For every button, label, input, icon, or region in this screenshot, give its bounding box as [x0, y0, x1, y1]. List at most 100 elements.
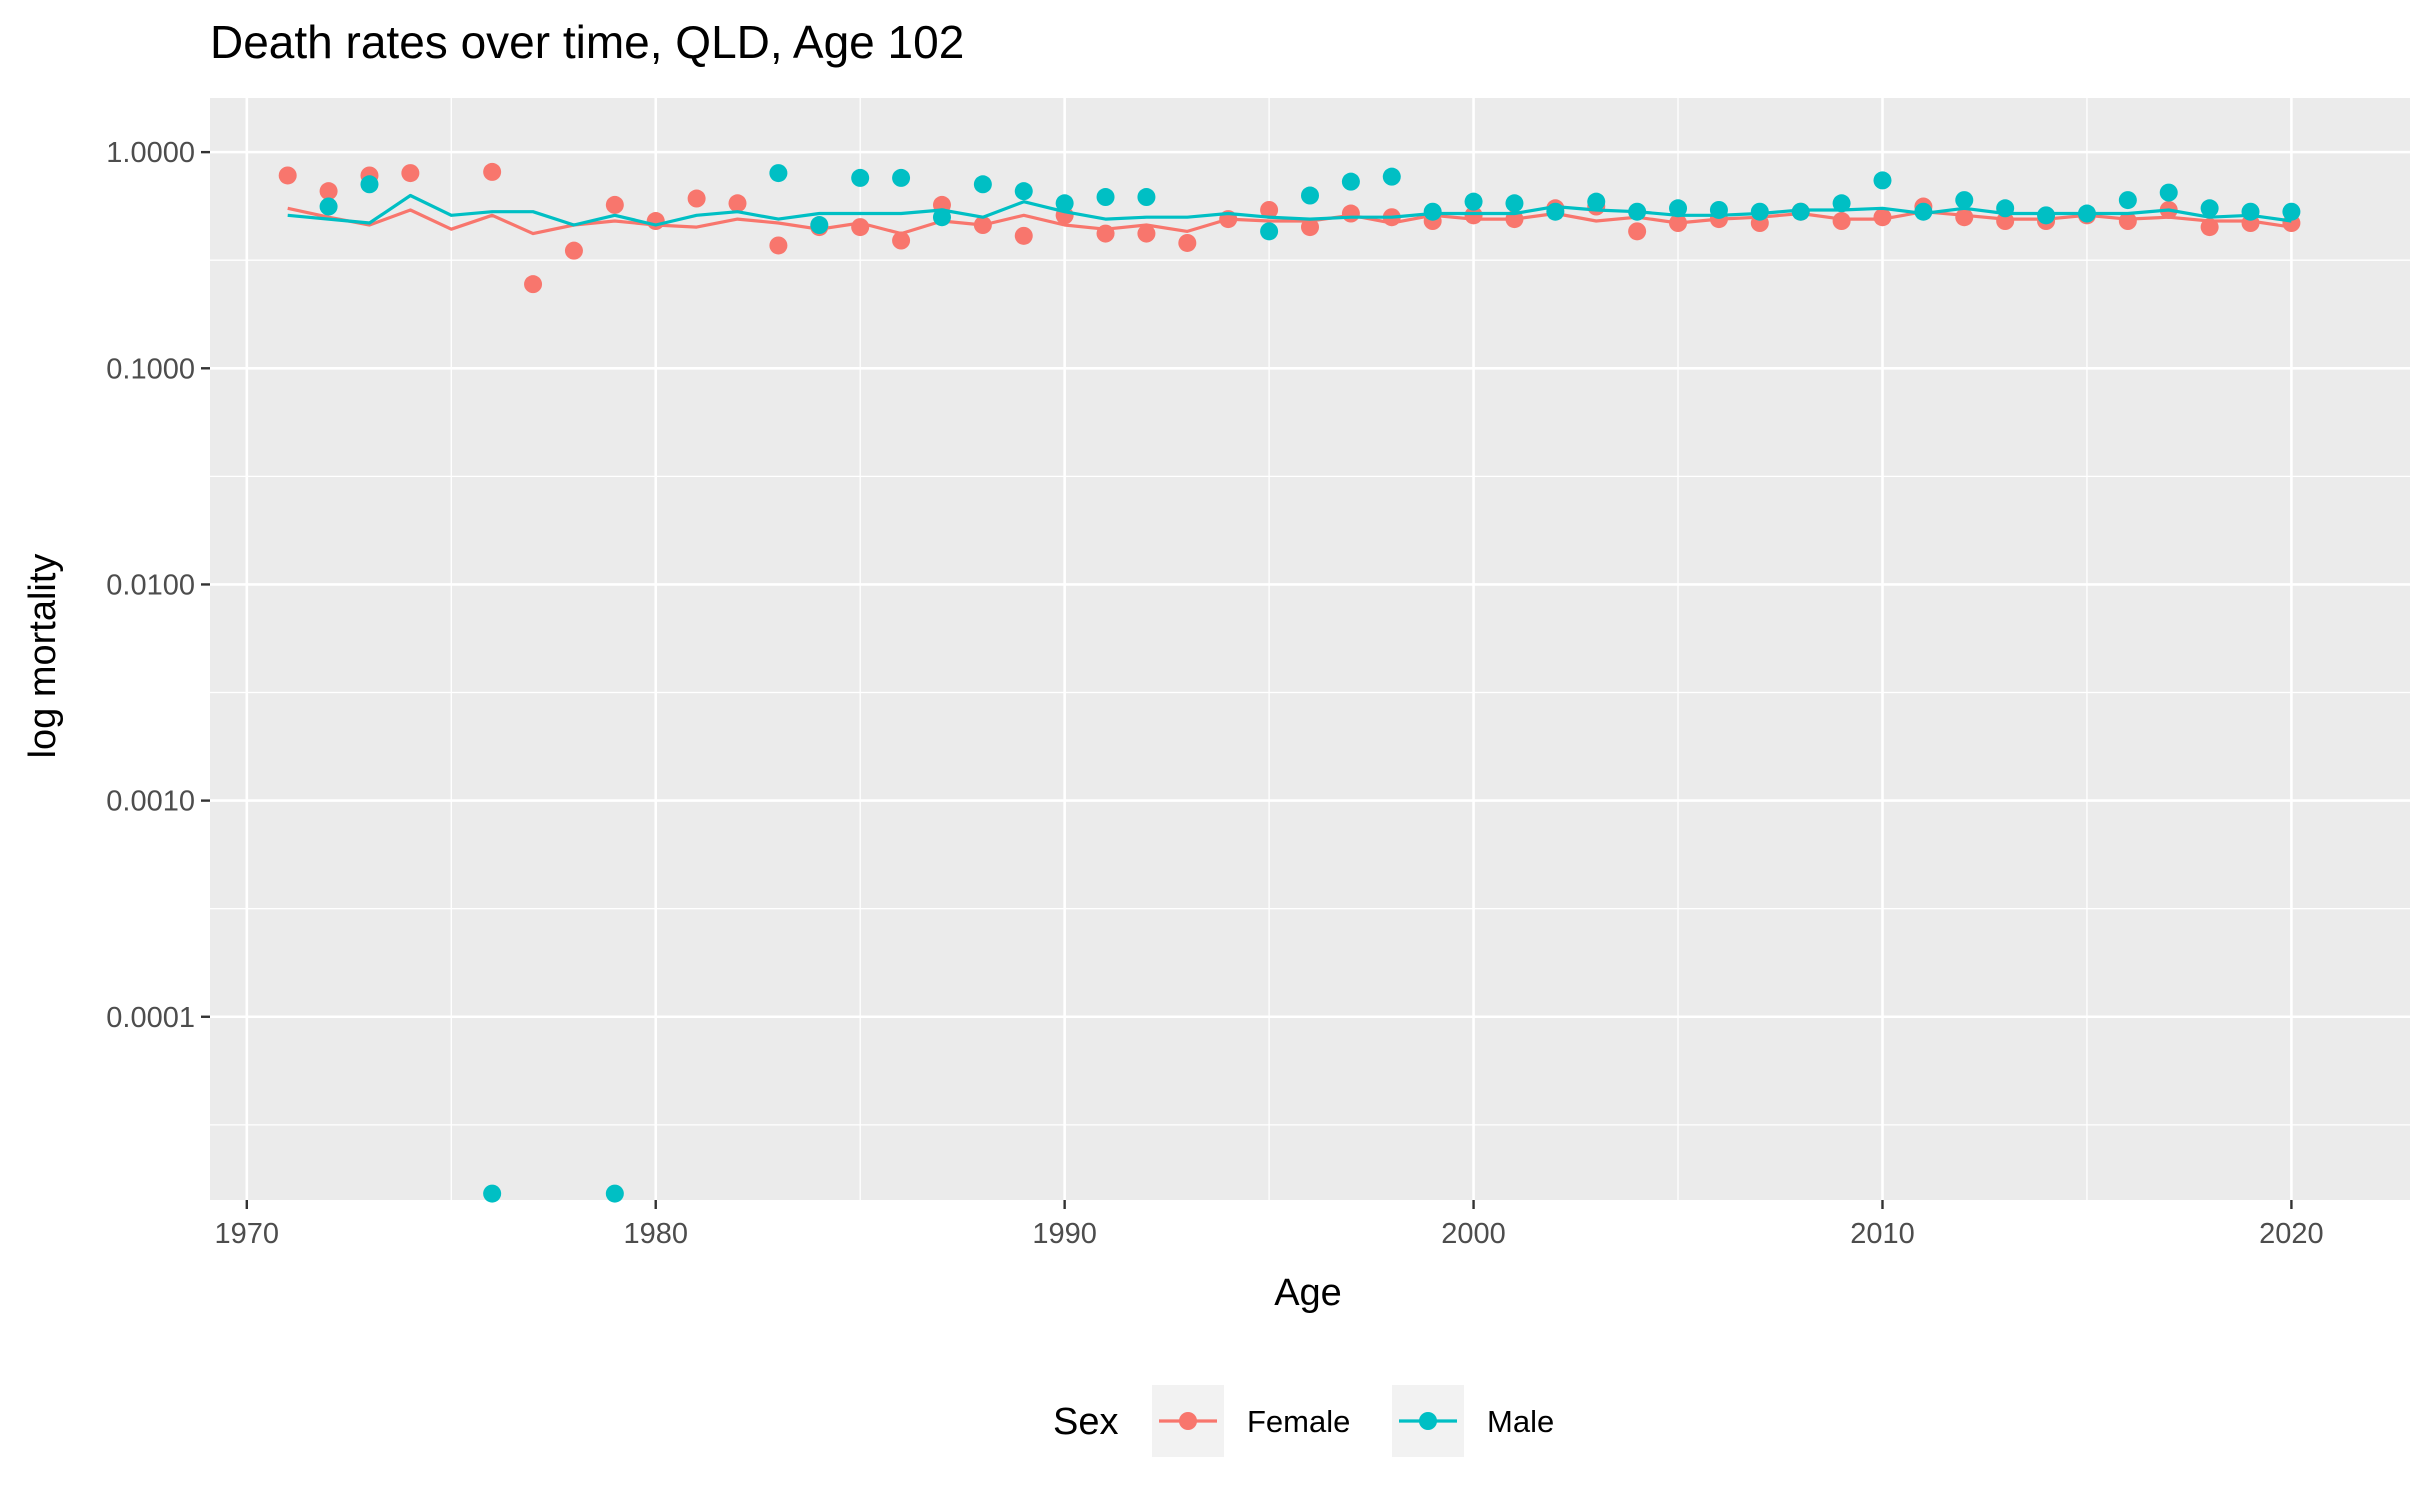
male-data-point [1709, 200, 1728, 219]
male-data-point [1628, 202, 1647, 221]
female-data-point [687, 189, 706, 208]
female-data-point [1996, 212, 2015, 231]
grid-major [210, 98, 2410, 1200]
male-data-point [973, 175, 992, 194]
male-data-point [1096, 188, 1115, 207]
grid-minor [210, 98, 2410, 1200]
male-data-point [1014, 182, 1033, 201]
female-data-point [1628, 222, 1647, 241]
legend-items: Female Male [1152, 1385, 1554, 1457]
male-data-point [2241, 202, 2260, 221]
x-tick-label: 1990 [1032, 1218, 1097, 1250]
female-data-point [605, 195, 624, 214]
female-data-point [646, 212, 665, 231]
male-data-point [1587, 192, 1606, 211]
female-data-point [524, 275, 543, 294]
male-data-point [2282, 202, 2301, 221]
legend-title: Sex [1053, 1401, 1118, 1443]
legend-label-male: Male [1487, 1404, 1554, 1439]
legend-key-point [1179, 1412, 1197, 1430]
y-tick-label: 0.0010 [106, 786, 195, 818]
male-data-point [1791, 202, 1810, 221]
male-data-point [1914, 202, 1933, 221]
male-data-point [1873, 171, 1892, 190]
female-data-point [401, 164, 420, 183]
male-data-point [1832, 194, 1851, 213]
axis-tick-labels: 1970 1980 1990 2000 2010 2020 1.0000 0.1000 0.01… [106, 137, 2323, 1250]
plot-panel [210, 98, 2410, 1200]
legend-item-male: Male [1392, 1385, 1554, 1457]
male-data-point [1137, 188, 1156, 207]
male-data-point [2159, 183, 2178, 202]
female-data-point [1178, 233, 1197, 252]
female-data-point [483, 162, 502, 181]
female-data-point [1137, 224, 1156, 243]
male-data-point [483, 1184, 502, 1203]
male-data-point [2077, 204, 2096, 223]
male-data-point [1546, 202, 1565, 221]
female-data-point [1955, 208, 1974, 227]
male-data-point [319, 197, 338, 216]
series-male [287, 164, 2301, 1203]
x-tick-label: 1980 [623, 1218, 688, 1250]
female-data-point [1341, 204, 1360, 223]
male-data-point [2200, 199, 2219, 218]
legend-key-point [1419, 1412, 1437, 1430]
female-data-point [1096, 224, 1115, 243]
male-data-point [1669, 199, 1688, 218]
x-axis-title: Age [1274, 1272, 1342, 1314]
female-data-point [1301, 218, 1319, 237]
female-data-point [2200, 218, 2219, 237]
male-data-point [1505, 194, 1524, 213]
legend: Sex Female Male [1053, 1385, 1554, 1457]
series-layer [278, 162, 2301, 1203]
y-axis-title: log mortality [22, 554, 64, 759]
female-data-point [1014, 226, 1033, 245]
y-tick-label: 0.0001 [106, 1002, 195, 1034]
legend-label-female: Female [1247, 1404, 1350, 1439]
female-data-point [769, 236, 788, 255]
female-data-point [851, 218, 870, 237]
axis-ticks [201, 150, 2293, 1209]
female-data-point [2118, 212, 2137, 231]
x-tick-label: 2020 [2259, 1218, 2324, 1250]
female-data-point [278, 166, 297, 185]
male-data-point [1301, 186, 1319, 205]
male-data-point [1996, 199, 2015, 218]
female-data-point [892, 231, 911, 250]
female-data-point [1832, 212, 1851, 231]
male-data-point [2037, 206, 2056, 225]
female-data-point [973, 216, 992, 235]
male-data-point [1423, 202, 1442, 221]
female-data-point [1464, 206, 1483, 225]
female-data-point [1260, 200, 1279, 219]
female-data-point [564, 241, 583, 260]
y-tick-label: 1.0000 [106, 137, 195, 169]
male-data-point [1382, 167, 1401, 186]
y-tick-label: 0.1000 [106, 353, 195, 385]
male-data-point [2118, 191, 2137, 210]
female-data-point [1873, 208, 1892, 227]
x-tick-label: 1970 [215, 1218, 280, 1250]
female-data-point [1669, 214, 1688, 233]
y-tick-label: 0.0100 [106, 569, 195, 601]
male-data-point [360, 175, 379, 194]
male-fitted-line [287, 193, 2292, 227]
male-data-point [605, 1184, 624, 1203]
male-data-point [851, 168, 870, 187]
male-data-point [1055, 194, 1074, 213]
x-tick-label: 2000 [1441, 1218, 1506, 1250]
female-data-point [728, 194, 747, 213]
female-data-point [319, 182, 338, 201]
x-tick-label: 2010 [1850, 1218, 1915, 1250]
male-data-point [1260, 222, 1279, 241]
male-data-point [932, 208, 951, 227]
male-data-point [892, 168, 911, 187]
male-data-point [1955, 191, 1974, 210]
male-data-point [1341, 172, 1360, 191]
male-data-point [1750, 202, 1769, 221]
male-data-point [1464, 192, 1483, 211]
legend-item-female: Female [1152, 1385, 1350, 1457]
male-data-point [769, 164, 788, 183]
